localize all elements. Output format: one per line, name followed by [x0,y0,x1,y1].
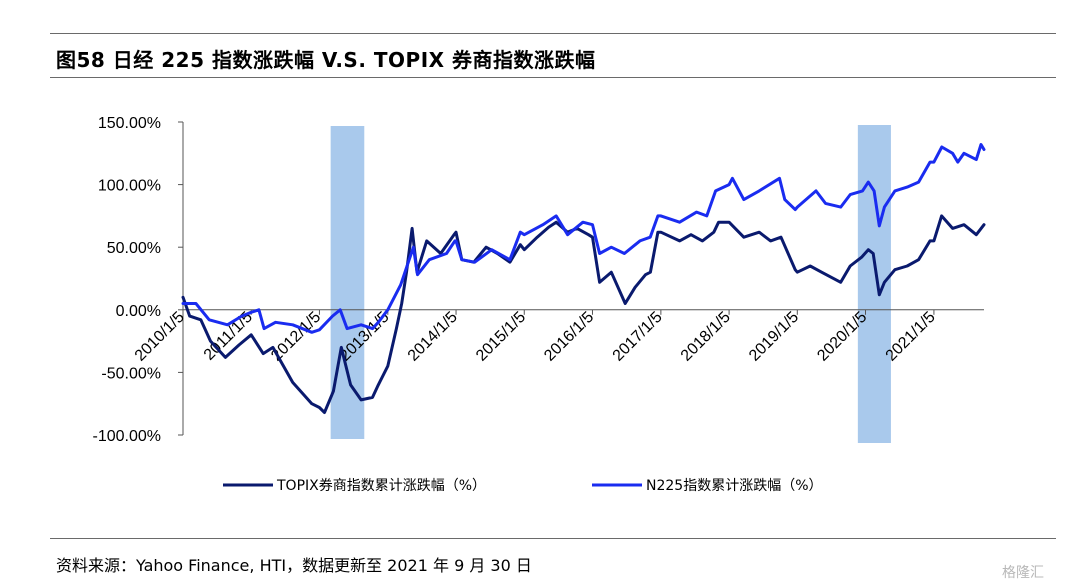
source-top-rule [50,538,1056,539]
shaded-periods [330,125,891,443]
y-tick-label: -50.00% [101,365,161,382]
x-tick-label: 2021/1/5 [883,309,939,365]
shaded-period-1 [330,126,365,439]
x-tick-label: 2019/1/5 [746,309,802,365]
figure-title: 图58 日经 225 指数涨跌幅 V.S. TOPIX 券商指数涨跌幅 [56,48,596,72]
legend-label: N225指数累计涨跌幅（%） [646,478,823,494]
source-note: 资料来源：Yahoo Finance, HTI，数据更新至 2021 年 9 月… [56,556,532,575]
x-tick-label: 2018/1/5 [678,309,734,365]
watermark-logo: 格隆汇 [1002,565,1044,581]
shaded-period-2 [857,125,891,443]
x-tick-label: 2017/1/5 [610,309,666,365]
line-chart: 150.00% 100.00% 50.00% 0.00% -50.00% -100.00%… [93,115,986,494]
x-tick-label: 2014/1/5 [405,309,461,365]
series-line-topix-brokers [181,214,986,414]
title-bottom-rule [50,77,1056,78]
x-tick-label: 2015/1/5 [473,309,529,365]
y-tick-label: 100.00% [98,178,161,195]
x-tick-label: 2016/1/5 [541,309,597,365]
y-tick-label: 50.00% [107,240,161,257]
legend-label: TOPIX券商指数累计涨跌幅（%） [276,478,486,494]
y-tick-label: 150.00% [98,115,161,132]
series-line-n225 [181,143,986,334]
chart-axes: 150.00% 100.00% 50.00% 0.00% -50.00% -100.00%… [93,115,984,445]
y-tick-label: -100.00% [93,428,162,445]
chart-legend: TOPIX券商指数累计涨跌幅（%） N225指数累计涨跌幅（%） [223,478,823,494]
chart-series [181,143,986,414]
y-tick-label: 0.00% [116,303,161,320]
title-top-rule [50,33,1056,34]
